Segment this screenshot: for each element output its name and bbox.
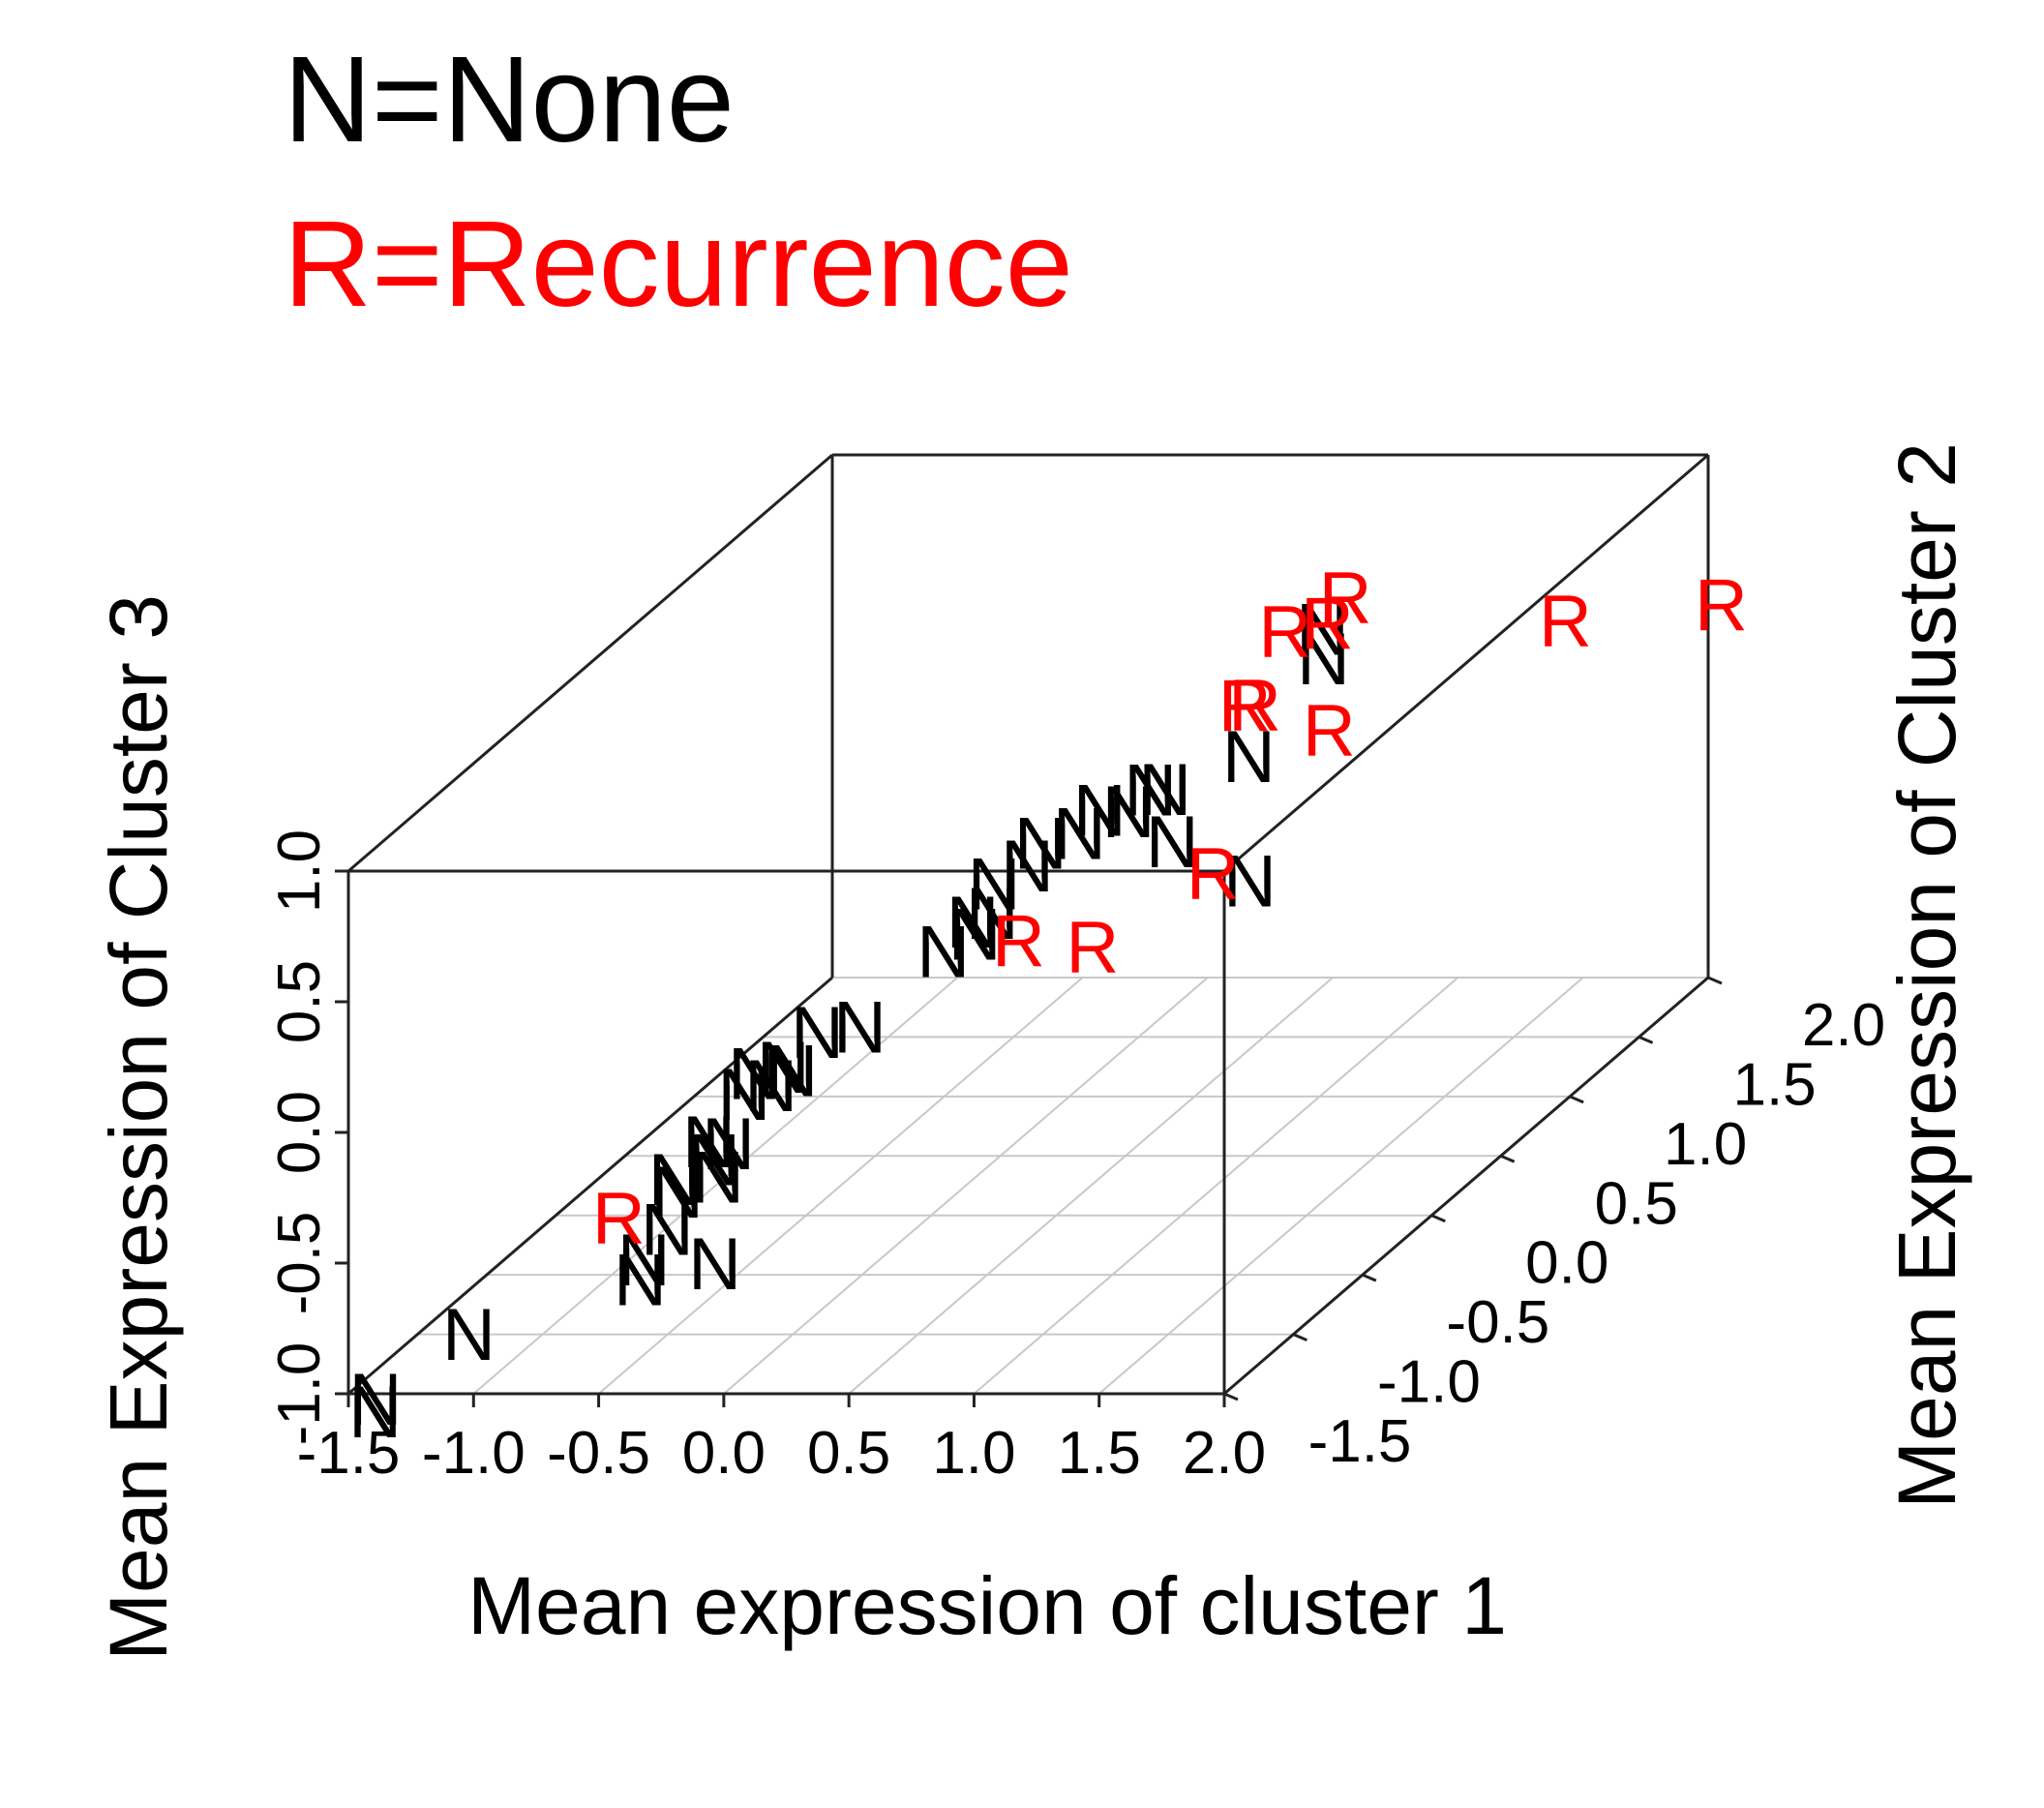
point-none: N	[348, 1371, 402, 1454]
point-none: N	[688, 1223, 741, 1306]
point-recurrence: R	[1218, 665, 1272, 747]
y-axis-title: Mean Expression of Cluster 2	[1881, 442, 1972, 1509]
point-none: N	[641, 1190, 694, 1272]
x-tick-label: 0.0	[682, 1420, 766, 1487]
point-none: N	[1146, 801, 1199, 884]
point-none: N	[744, 1045, 797, 1128]
legend-recurrence: R=Recurrence	[284, 196, 1073, 332]
x-tick-label: 1.0	[932, 1420, 1015, 1487]
y-tick-label: -0.5	[1446, 1289, 1549, 1356]
point-none: N	[1222, 716, 1276, 799]
point-none: N	[1014, 802, 1067, 885]
y-tick-mark	[1569, 1095, 1584, 1104]
grid-line	[1098, 977, 1584, 1395]
point-none: N	[1223, 841, 1277, 923]
point-none: N	[765, 1031, 818, 1113]
point-recurrence: R	[1187, 833, 1240, 916]
point-none: N	[702, 1103, 755, 1186]
x-tick-label: -1.5	[297, 1420, 401, 1487]
grid-line	[723, 977, 1209, 1395]
point-none: N	[1124, 750, 1177, 832]
grid-line	[973, 977, 1459, 1395]
point-recurrence: R	[592, 1178, 646, 1260]
point-none: N	[966, 873, 1019, 955]
z-axis-title: Mean Expression of Cluster 3	[93, 594, 184, 1661]
point-recurrence: R	[992, 900, 1045, 982]
y-tick-label: 0.0	[1525, 1230, 1608, 1297]
grid-line	[848, 977, 1334, 1395]
y-tick-mark	[1362, 1273, 1377, 1282]
box-edge	[1223, 453, 1709, 873]
point-none: N	[650, 1152, 704, 1234]
point-none: N	[947, 882, 1000, 964]
point-recurrence: R	[1695, 564, 1748, 647]
point-none: N	[687, 1120, 740, 1202]
point-recurrence: R	[1319, 557, 1372, 640]
y-axis-ticks: -1.5-1.0-0.50.00.51.01.52.0	[1223, 976, 1885, 1475]
y-tick-mark	[1223, 1392, 1239, 1401]
grid-line	[597, 977, 1084, 1395]
y-tick-label: 1.5	[1732, 1051, 1816, 1118]
x-tick-label: 1.5	[1058, 1420, 1141, 1487]
point-none: N	[728, 1034, 781, 1116]
point-none: N	[1001, 826, 1054, 908]
box-edge	[347, 453, 833, 873]
y-tick-label: 1.0	[1664, 1111, 1747, 1178]
point-none: N	[682, 1101, 736, 1184]
point-none: N	[1296, 588, 1349, 671]
y-tick-mark	[1500, 1154, 1516, 1163]
point-none: N	[948, 894, 1002, 977]
x-tick-label: -0.5	[547, 1420, 650, 1487]
legend-none: N=None	[284, 31, 735, 167]
z-tick-label: -1.0	[266, 1342, 333, 1446]
point-none: N	[348, 1359, 402, 1441]
point-none: N	[968, 843, 1021, 925]
point-none: N	[442, 1294, 496, 1376]
y-tick-mark	[1430, 1214, 1446, 1223]
x-axis-ticks: -1.5 -1.0 -0.5 0.0 0.5 1.0 1.5 2.0	[297, 1394, 1266, 1487]
box-edge	[347, 976, 833, 1396]
x-tick-label: 0.5	[807, 1420, 890, 1487]
x-axis-title: Mean expression of cluster 1	[467, 1560, 1507, 1651]
y-tick-label: -1.0	[1377, 1349, 1481, 1416]
point-none: N	[1073, 770, 1127, 853]
point-none: N	[1138, 749, 1191, 831]
y-tick-label: -1.5	[1308, 1408, 1412, 1475]
point-none: N	[648, 1139, 702, 1221]
y-tick-mark	[1707, 976, 1723, 985]
point-none: N	[1297, 618, 1350, 701]
grid-line	[472, 977, 958, 1395]
y-tick-mark	[1292, 1333, 1308, 1341]
y-tick-label: 2.0	[1802, 992, 1885, 1059]
point-recurrence: R	[1539, 581, 1592, 663]
y-tick-mark	[1638, 1036, 1654, 1044]
z-tick-label: 1.0	[266, 829, 333, 913]
x-tick-label: -1.0	[422, 1420, 526, 1487]
point-none: N	[614, 1240, 667, 1322]
point-none: N	[1053, 794, 1106, 876]
box-edge	[1223, 976, 1709, 1396]
point-recurrence: R	[1066, 907, 1119, 989]
z-tick-label: 0.0	[266, 1091, 333, 1174]
x-tick-label: 2.0	[1183, 1420, 1266, 1487]
point-none: N	[691, 1137, 744, 1220]
point-none: N	[1102, 771, 1156, 854]
plot-box	[346, 453, 1710, 1396]
z-axis-ticks: -1.0 -0.5 0.0 0.5 1.0	[266, 829, 348, 1446]
point-none: N	[791, 992, 844, 1074]
point-none: N	[717, 1054, 770, 1136]
z-tick-label: -0.5	[266, 1212, 333, 1315]
point-recurrence: R	[1258, 591, 1311, 674]
y-tick-label: 0.5	[1595, 1170, 1678, 1237]
z-tick-label: 0.5	[266, 960, 333, 1043]
point-recurrence: R	[1228, 665, 1281, 747]
point-none: N	[917, 911, 970, 993]
point-none: N	[833, 986, 887, 1069]
point-none: N	[757, 1027, 810, 1109]
point-recurrence: R	[1301, 584, 1354, 666]
point-recurrence: R	[1303, 690, 1356, 772]
point-none: N	[617, 1220, 671, 1302]
